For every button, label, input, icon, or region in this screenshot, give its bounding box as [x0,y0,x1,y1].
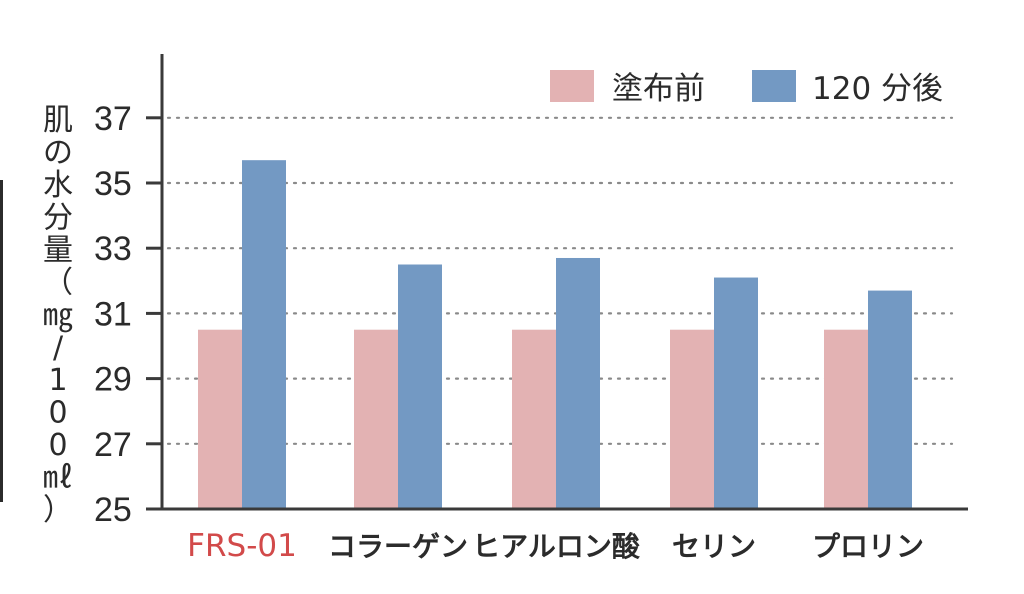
x-tick-label: コラーゲン [328,530,468,563]
legend-label-after: 120 分後 [812,71,943,107]
bar-before [354,329,398,509]
y-tick-label: 25 [94,491,132,529]
y-tick-label: 37 [94,100,132,138]
bar-before [670,329,714,509]
y-tick-labels: 25 27 29 31 33 35 37 [94,100,132,529]
legend-swatch-before [550,70,594,102]
bar-after [868,290,912,509]
bar-after [242,160,286,509]
bar-after [556,257,600,509]
y-axis-title: 肌の水分量（㎎/1 0 0 ㎖） [43,103,73,528]
bar-after [714,277,758,509]
axes [146,54,968,511]
bar-before [198,329,242,509]
x-tick-label: プロリン [812,530,924,563]
y-tick-label: 31 [94,295,132,333]
bars [198,160,912,509]
y-tick-label: 29 [94,361,132,399]
bar-after [398,264,442,509]
x-tick-label: FRS-01 [187,528,297,564]
bar-before [824,329,868,509]
bar-before [512,329,556,509]
legend: 塗布前 120 分後 [550,70,943,107]
x-tick-label: ヒアルロン酸 [472,530,641,563]
y-tick-label: 27 [94,426,132,464]
left-edge-mark [0,180,3,502]
legend-label-before: 塗布前 [612,71,705,107]
x-tick-label: セリン [672,530,756,563]
legend-swatch-after [752,70,796,102]
x-tick-labels: FRS-01 コラーゲン ヒアルロン酸 セリン プロリン [187,528,924,564]
y-tick-label: 35 [94,165,132,203]
y-tick-label: 33 [94,230,132,268]
y-axis-label: 肌の水分量（㎎/1 0 0 ㎖） [43,103,73,528]
